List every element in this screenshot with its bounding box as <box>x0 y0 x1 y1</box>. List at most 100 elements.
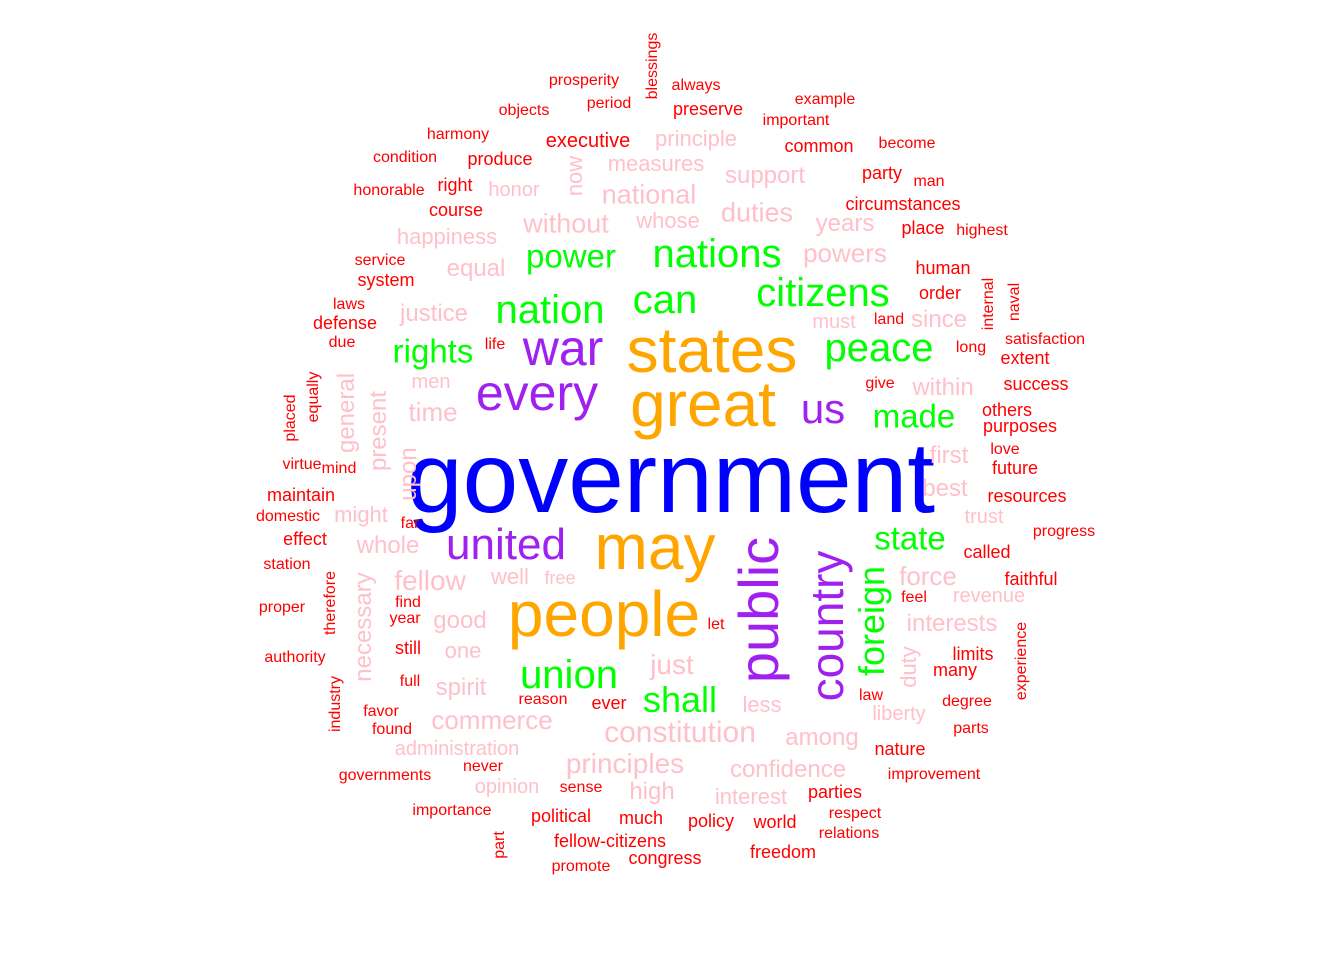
word-proper: proper <box>258 599 306 616</box>
word-years: years <box>815 210 875 237</box>
word-best: best <box>922 475 968 502</box>
word-measures: measures <box>607 151 705 176</box>
word-policy: policy <box>687 811 735 831</box>
word-trust: trust <box>964 506 1004 528</box>
word-due: due <box>328 334 356 351</box>
word-happiness: happiness <box>396 224 498 249</box>
word-confidence: confidence <box>729 756 847 783</box>
word-administration: administration <box>394 738 520 760</box>
word-far: far <box>400 515 420 532</box>
word-improvement: improvement <box>887 766 981 783</box>
word-duties: duties <box>720 197 794 228</box>
word-experience: experience <box>1013 621 1030 701</box>
word-ever: ever <box>591 693 627 713</box>
word-prosperity: prosperity <box>548 72 620 89</box>
word-fellow-citizens: fellow-citizens <box>553 831 667 851</box>
word-therefore: therefore <box>322 570 339 636</box>
word-justice: justice <box>399 300 469 327</box>
word-men: men <box>411 371 451 393</box>
word-interests: interests <box>906 610 998 637</box>
word-parties: parties <box>807 782 863 802</box>
word-always: always <box>671 77 721 94</box>
word-defense: defense <box>312 313 378 333</box>
word-principles: principles <box>565 748 685 779</box>
word-called: called <box>963 542 1011 562</box>
word-opinion: opinion <box>474 776 540 798</box>
word-degree: degree <box>942 693 992 710</box>
word-duty: duty <box>896 646 921 688</box>
word-just: just <box>650 649 694 680</box>
word-example: example <box>794 91 856 108</box>
word-blessings: blessings <box>644 32 661 100</box>
word-mind: mind <box>321 460 357 477</box>
word-must: must <box>812 311 856 333</box>
word-period: period <box>586 95 632 112</box>
word-nations: nations <box>652 232 782 276</box>
word-whose: whose <box>636 208 700 233</box>
word-many: many <box>932 660 978 680</box>
word-first: first <box>929 442 969 469</box>
word-political: political <box>530 806 592 826</box>
word-man: man <box>913 173 945 190</box>
word-full: full <box>399 673 421 690</box>
word-liberty: liberty <box>872 703 926 725</box>
word-importance: importance <box>412 802 492 819</box>
word-support: support <box>724 162 806 189</box>
word-rights: rights <box>392 332 474 370</box>
word-national: national <box>601 179 697 210</box>
word-others: others <box>981 400 1033 420</box>
word-made: made <box>872 397 956 435</box>
word-still: still <box>395 638 421 658</box>
word-promote: promote <box>551 858 611 875</box>
word-free: free <box>544 568 576 588</box>
word-since: since <box>910 306 968 333</box>
word-respect: respect <box>828 805 882 822</box>
word-without: without <box>523 208 609 239</box>
word-upon: upon <box>395 447 422 501</box>
word-peace: peace <box>824 326 934 370</box>
word-great: great <box>630 368 776 440</box>
word-people: people <box>507 578 701 650</box>
word-governments: governments <box>338 767 432 784</box>
word-circumstances: circumstances <box>845 194 961 214</box>
word-good: good <box>433 607 487 634</box>
word-condition: condition <box>372 149 438 166</box>
word-internal: internal <box>980 277 997 331</box>
word-less: less <box>742 692 782 717</box>
word-one: one <box>444 638 482 663</box>
word-preserve: preserve <box>672 99 744 119</box>
word-may: may <box>594 511 716 583</box>
word-station: station <box>263 556 311 573</box>
word-public: public <box>727 536 790 684</box>
word-now: now <box>562 155 587 197</box>
word-might: might <box>334 502 388 527</box>
word-human: human <box>915 258 971 278</box>
word-found: found <box>371 721 413 738</box>
word-force: force <box>899 561 957 591</box>
word-time: time <box>408 397 458 427</box>
word-effect: effect <box>283 529 327 549</box>
word-virtue: virtue <box>282 456 322 473</box>
word-much: much <box>618 808 664 828</box>
word-present: present <box>365 390 392 472</box>
word-resources: resources <box>987 486 1067 506</box>
word-freedom: freedom <box>749 842 817 862</box>
word-among: among <box>785 724 859 751</box>
word-every: every <box>475 365 599 421</box>
word-authority: authority <box>264 649 326 666</box>
word-love: love <box>990 441 1020 458</box>
word-us: us <box>800 385 846 432</box>
word-find: find <box>395 594 421 611</box>
word-give: give <box>865 375 895 392</box>
word-well: well <box>491 564 529 589</box>
word-state: state <box>874 519 946 557</box>
word-fellow: fellow <box>394 565 466 596</box>
word-can: can <box>632 278 698 322</box>
word-laws: laws <box>332 296 366 313</box>
word-common: common <box>784 136 854 156</box>
word-party: party <box>861 163 903 183</box>
word-necessary: necessary <box>350 572 377 682</box>
word-government: government <box>406 422 936 534</box>
word-order: order <box>918 283 962 303</box>
word-law: law <box>858 687 884 704</box>
